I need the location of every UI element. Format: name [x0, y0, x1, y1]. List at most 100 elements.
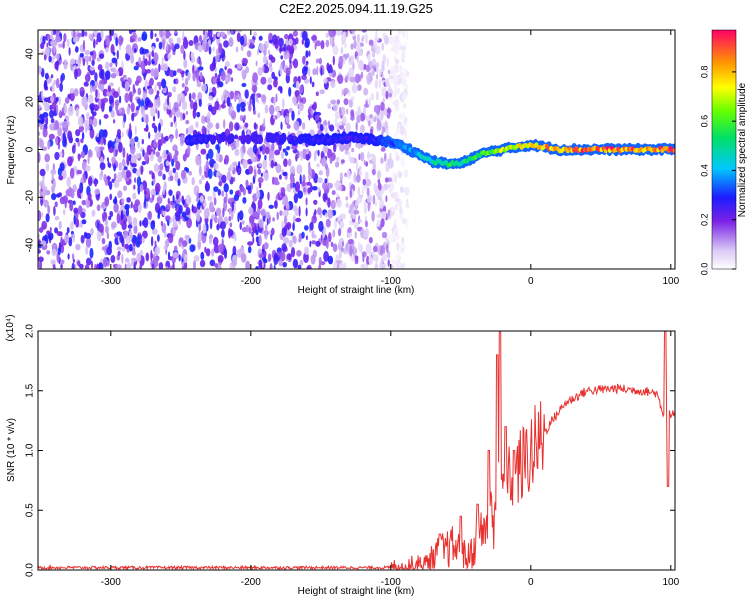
spectrogram-cell — [196, 191, 199, 202]
spectrogram-cell — [351, 147, 355, 153]
x-tick-label: 100 — [662, 577, 679, 588]
spectrogram-cell — [148, 87, 154, 95]
spectrogram-cell — [247, 148, 251, 156]
spectrogram-cell — [133, 184, 136, 190]
spectrogram-cell — [324, 178, 328, 184]
spectrogram-cell — [233, 194, 239, 202]
spectrogram-cell — [235, 140, 240, 148]
spectrogram-cell — [280, 251, 286, 262]
spectrogram-cell — [394, 151, 398, 157]
spectrogram-cell — [373, 254, 379, 262]
spectrogram-cell — [292, 235, 297, 244]
spectrogram-cell — [376, 219, 381, 227]
spectrogram-cell — [249, 215, 255, 224]
spectrogram-cell — [223, 183, 229, 193]
spectrogram-cell — [151, 172, 155, 180]
spectrogram-cell — [367, 201, 370, 212]
spectrogram-cell — [188, 170, 193, 176]
spectrogram-cell — [248, 165, 254, 175]
spectrogram-cell — [288, 239, 293, 248]
spectrogram-cell — [391, 101, 397, 106]
spectrogram-cell — [244, 122, 249, 128]
spectrogram-cell — [183, 59, 188, 69]
snr-y-label: SNR (10 * v/v) — [6, 418, 17, 482]
spectrogram-cell — [102, 257, 108, 268]
spectrogram-cell — [166, 42, 169, 52]
spectrogram-cell — [208, 39, 211, 48]
spectrogram-cell — [212, 33, 216, 41]
spectrogram-cell — [237, 63, 242, 70]
spectrogram-cell — [117, 129, 121, 137]
y-tick-label: -20 — [25, 190, 36, 205]
spectrogram-cell — [193, 255, 200, 262]
spectrogram-cell — [228, 37, 234, 48]
spectrogram-cell — [231, 259, 238, 267]
spectrogram-cell — [366, 76, 372, 85]
spectrogram-cell — [143, 73, 146, 81]
trace-core — [217, 137, 222, 143]
spectrogram-cell — [98, 146, 105, 151]
spectrogram-cell — [69, 87, 75, 94]
spectrogram-cell — [84, 96, 88, 106]
spectrogram-cell — [396, 234, 400, 241]
spectrogram-cell — [162, 38, 165, 50]
spectrogram-cell — [220, 70, 226, 82]
spectrogram-cell — [238, 210, 244, 221]
spectrogram-cell — [157, 234, 160, 242]
spectrogram-cell — [229, 207, 232, 216]
spectrogram-cell — [91, 59, 95, 66]
spectrogram-cell — [226, 171, 232, 181]
spectrogram-cell — [333, 142, 337, 153]
spectrogram-cell — [99, 79, 104, 85]
spectrogram-cell — [301, 66, 308, 76]
spectrogram-cell — [269, 104, 275, 116]
spectrogram-cell — [374, 79, 378, 89]
spectrogram-cell — [383, 205, 387, 213]
spectrogram-cell — [269, 66, 273, 73]
spectrogram-cell — [130, 257, 134, 267]
spectrogram-cell — [109, 62, 113, 68]
spectrogram-cell — [174, 245, 178, 252]
spectrogram-cell — [350, 254, 355, 262]
spectrogram-cell — [402, 218, 406, 224]
spectrogram-cell — [225, 76, 228, 82]
spectrogram-cell — [402, 78, 407, 86]
spectrogram-cell — [340, 213, 346, 220]
spectrogram-cell — [165, 98, 168, 106]
spectrogram-cell — [86, 112, 90, 120]
spectrogram-cell — [141, 31, 148, 41]
spectrogram-cell — [276, 194, 279, 200]
spectrogram-cell — [40, 71, 45, 76]
spectrogram-cell — [185, 111, 189, 115]
spectrogram-cell — [209, 201, 214, 212]
spectrogram-cell — [211, 248, 215, 257]
spectrogram-cell — [109, 82, 114, 87]
spectrogram-cell — [274, 149, 281, 156]
spectrogram-cell — [275, 163, 282, 174]
spectrogram-cell — [371, 58, 376, 66]
spectrogram-cell — [278, 37, 284, 48]
spectrogram-cell — [105, 47, 109, 53]
spectrogram-cell — [322, 145, 329, 154]
spectrogram-cell — [240, 106, 246, 112]
spectrogram-cell — [305, 207, 308, 217]
spectrogram-cell — [98, 53, 105, 59]
spectrogram-cell — [73, 215, 76, 225]
spectrogram-cell — [185, 127, 189, 135]
spectrogram-cell — [95, 89, 98, 98]
spectrogram-cell — [178, 204, 183, 215]
spectrogram-cell — [341, 89, 344, 96]
spectrogram-cell — [51, 248, 57, 257]
spectrogram-cell — [348, 88, 351, 97]
spectrogram-cell — [236, 32, 241, 43]
spectrogram-cell — [208, 104, 213, 112]
spectrogram-cell — [330, 199, 336, 210]
spectrogram-cell — [320, 40, 325, 50]
spectrogram-cell — [57, 247, 61, 256]
spectrogram-cell — [192, 72, 196, 82]
spectrogram-cell — [182, 112, 186, 121]
spectrogram-cell — [281, 200, 285, 206]
spectrogram-cell — [402, 92, 408, 100]
spectrogram-cell — [342, 30, 348, 33]
spectrogram-cell — [286, 253, 292, 261]
